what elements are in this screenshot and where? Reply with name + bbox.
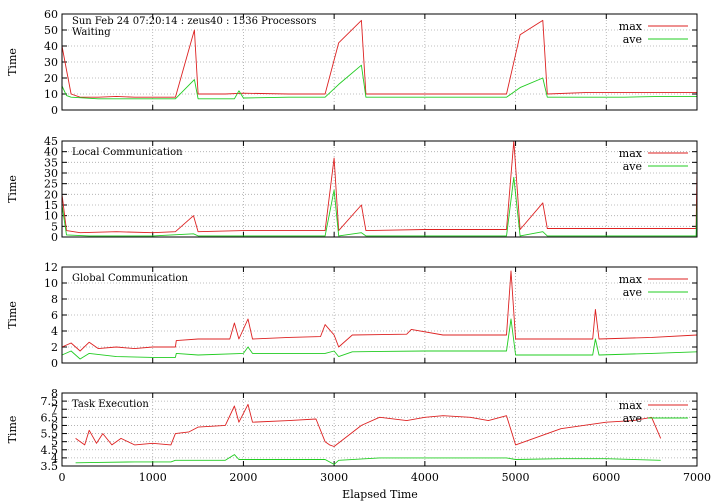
y-tick-label: 25 [44, 178, 58, 191]
y-tick-label: 5 [51, 436, 58, 449]
y-tick-label: 6.5 [41, 411, 59, 424]
x-axis-title: Elapsed Time [342, 488, 418, 501]
legend-label-ave: ave [623, 33, 642, 46]
series-line-ave [61, 318, 698, 360]
y-axis-title: Time [6, 416, 19, 444]
y-tick-label: 0 [51, 357, 58, 370]
legend-label-max: max [619, 399, 643, 412]
y-tick-label: 5.5 [41, 428, 59, 441]
legend-label-ave: ave [623, 160, 642, 173]
y-tick-label: 45 [44, 135, 58, 148]
y-tick-label: 7 [51, 403, 58, 416]
series-line-max [61, 270, 698, 352]
series-line-ave [61, 176, 698, 237]
panel-frame [61, 140, 698, 238]
y-tick-label: 60 [44, 8, 58, 21]
x-tick-label: 2000 [229, 471, 257, 484]
y-tick-label: 10 [44, 210, 58, 223]
x-tick-label: 0 [59, 471, 66, 484]
y-tick-label: 10 [44, 88, 58, 101]
panel-title: Task Execution [72, 399, 149, 410]
series-line-ave [75, 454, 661, 465]
panel-title: Waiting [72, 27, 111, 38]
y-tick-label: 30 [44, 167, 58, 180]
series-line-max [75, 403, 662, 447]
x-tick-label: 3000 [320, 471, 348, 484]
x-tick-label: 1000 [139, 471, 167, 484]
y-tick-label: 3.5 [41, 460, 59, 473]
y-tick-label: 5 [51, 220, 58, 233]
y-tick-label: 0 [51, 104, 58, 117]
x-tick-label: 7000 [683, 471, 711, 484]
x-tick-label: 6000 [592, 471, 620, 484]
figure-header: Sun Feb 24 07:20:14 : zeus40 : 1536 Proc… [72, 16, 316, 27]
y-tick-label: 15 [44, 199, 58, 212]
panel-frame [61, 266, 698, 364]
y-tick-label: 10 [44, 277, 58, 290]
y-axis-title: Time [6, 175, 19, 203]
y-tick-label: 20 [44, 188, 58, 201]
legend-label-max: max [619, 147, 643, 160]
x-tick-label: 5000 [502, 471, 530, 484]
y-tick-label: 7.5 [41, 395, 59, 408]
legend-label-max: max [619, 20, 643, 33]
y-tick-label: 30 [44, 56, 58, 69]
y-tick-label: 8 [51, 293, 58, 306]
y-tick-label: 4 [51, 325, 58, 338]
legend-label-ave: ave [623, 286, 642, 299]
y-tick-label: 2 [51, 341, 58, 354]
legend-label-ave: ave [623, 412, 642, 425]
y-tick-label: 35 [44, 156, 58, 169]
y-tick-label: 0 [51, 231, 58, 244]
y-tick-label: 6 [51, 309, 58, 322]
y-tick-label: 20 [44, 72, 58, 85]
series-line-max [61, 140, 698, 234]
y-tick-label: 40 [44, 146, 58, 159]
y-tick-label: 6 [51, 419, 58, 432]
y-tick-label: 8 [51, 387, 58, 400]
y-tick-label: 4 [51, 452, 58, 465]
panel-title: Global Communication [72, 273, 188, 284]
y-tick-label: 50 [44, 24, 58, 37]
y-axis-title: Time [6, 301, 19, 329]
x-tick-label: 4000 [411, 471, 439, 484]
panel-frame [61, 392, 698, 467]
panel-title: Local Communication [72, 147, 183, 158]
series-line-ave [61, 64, 697, 100]
series-line-max [61, 19, 697, 98]
y-tick-label: 40 [44, 40, 58, 53]
legend-label-max: max [619, 273, 643, 286]
y-axis-title: Time [6, 48, 19, 76]
panel-frame [61, 13, 698, 111]
y-tick-label: 12 [44, 261, 58, 274]
y-tick-label: 4.5 [41, 444, 59, 457]
